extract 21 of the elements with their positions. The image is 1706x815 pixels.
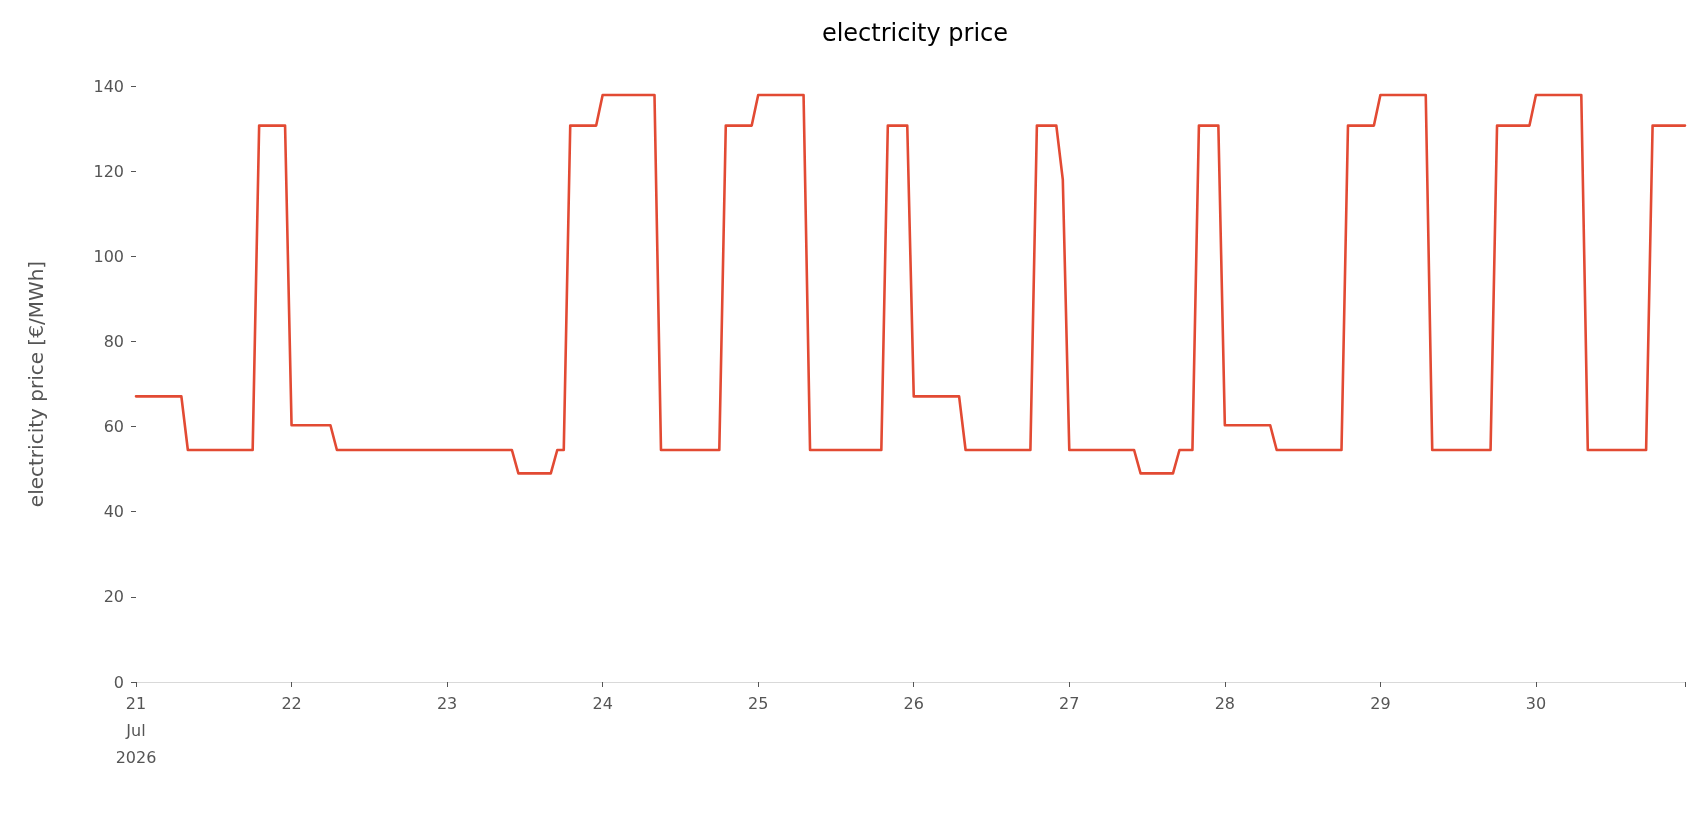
y-tick-label: 100 <box>93 246 124 266</box>
y-tick-label: 20 <box>103 587 124 607</box>
x-tick-label: 27 <box>1059 694 1080 713</box>
y-tick-label: 120 <box>93 161 124 181</box>
x-tick-label: 22 <box>281 694 302 713</box>
y-tick-label: 40 <box>103 502 124 522</box>
x-tick-label: 30 <box>1525 694 1547 713</box>
x-tick-label: 25 <box>748 694 769 713</box>
chart-title: electricity price <box>821 19 1009 47</box>
y-tick-label: 0 <box>113 672 124 692</box>
x-tick-label: 21 Jul 2026 <box>115 694 157 767</box>
y-axis-title: electricity price [€/MWh] <box>24 260 48 508</box>
y-tick-label: 140 <box>93 76 124 96</box>
line-series <box>134 93 1687 475</box>
y-tick-label: 80 <box>103 331 124 351</box>
x-tick-label: 24 <box>592 694 613 713</box>
y-tick-label: 60 <box>103 417 124 437</box>
x-tick-label: 29 <box>1370 694 1391 713</box>
x-tick-label: 26 <box>903 694 924 713</box>
x-tick-label: 23 <box>436 694 458 713</box>
x-tick-label: 28 <box>1214 694 1236 713</box>
